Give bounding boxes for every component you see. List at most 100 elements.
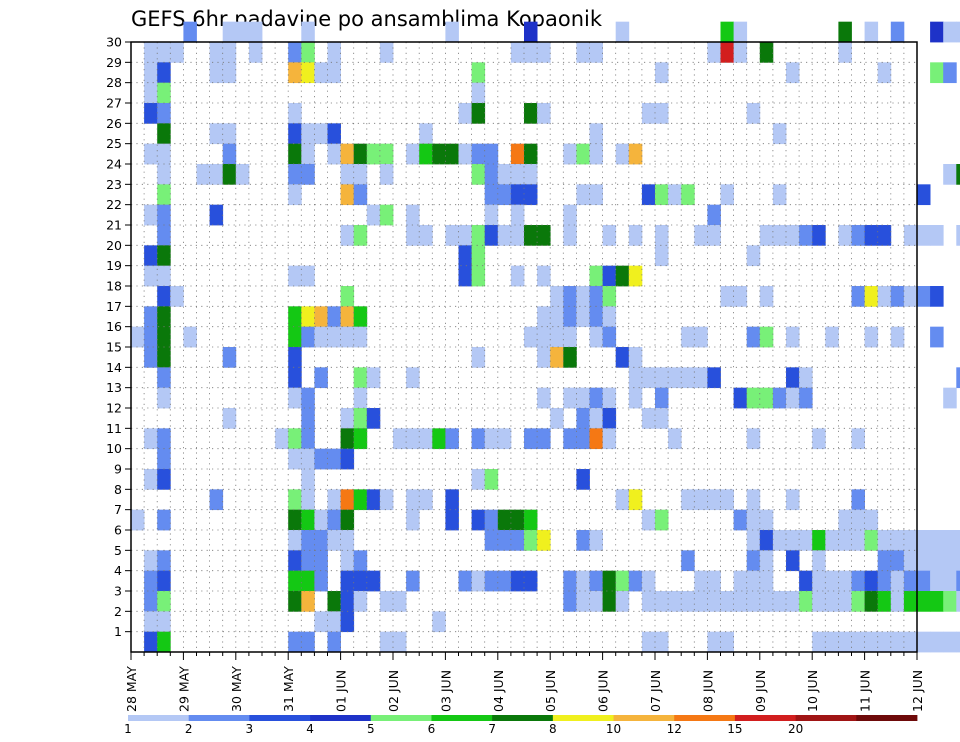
y-tick-label: 10 bbox=[106, 441, 122, 456]
heatmap-cell bbox=[550, 347, 564, 368]
heatmap-cell bbox=[524, 326, 538, 348]
heatmap-cell bbox=[563, 428, 577, 450]
heatmap-cell bbox=[301, 570, 315, 592]
heatmap-cell bbox=[340, 509, 355, 531]
heatmap-cell bbox=[209, 204, 224, 226]
heatmap-cell bbox=[890, 326, 905, 348]
heatmap-cell bbox=[157, 123, 171, 145]
heatmap-cell bbox=[930, 631, 944, 653]
heatmap-cell bbox=[576, 570, 590, 592]
heatmap-cell bbox=[589, 143, 603, 165]
heatmap-cell bbox=[419, 225, 433, 246]
heatmap-cell bbox=[838, 530, 852, 551]
heatmap-cell bbox=[222, 123, 237, 145]
heatmap-cell bbox=[301, 408, 315, 429]
heatmap-cell bbox=[576, 42, 590, 63]
y-tick-label: 25 bbox=[106, 136, 122, 151]
heatmap-cell bbox=[602, 387, 617, 409]
heatmap-cell bbox=[144, 245, 158, 267]
heatmap-cell bbox=[157, 387, 171, 409]
heatmap-cell bbox=[655, 408, 669, 429]
heatmap-cell bbox=[615, 21, 630, 43]
heatmap-cell bbox=[340, 591, 355, 612]
heatmap-cell bbox=[877, 570, 892, 592]
heatmap-cell bbox=[602, 591, 617, 612]
heatmap-cell bbox=[353, 367, 368, 389]
heatmap-cell bbox=[301, 469, 315, 490]
heatmap-cell bbox=[301, 306, 315, 328]
heatmap-cell bbox=[772, 123, 787, 145]
heatmap-cell bbox=[943, 570, 957, 592]
heatmap-cell bbox=[589, 326, 603, 348]
heatmap-cell bbox=[877, 591, 892, 612]
heatmap-cell bbox=[641, 631, 656, 653]
heatmap-cell bbox=[222, 347, 237, 368]
heatmap-cell bbox=[668, 591, 682, 612]
heatmap-cell bbox=[209, 489, 224, 511]
colorbar-label: 10 bbox=[606, 722, 621, 736]
heatmap-cell bbox=[864, 225, 879, 246]
heatmap-cell bbox=[510, 164, 525, 185]
heatmap-cell bbox=[786, 591, 800, 612]
heatmap-cell bbox=[799, 387, 813, 409]
heatmap-cell bbox=[720, 286, 734, 307]
heatmap-cell bbox=[524, 21, 538, 43]
heatmap-cell bbox=[589, 265, 603, 287]
heatmap-cell bbox=[353, 570, 368, 592]
heatmap-cell bbox=[379, 164, 394, 185]
heatmap-cell bbox=[222, 164, 237, 185]
heatmap-cell bbox=[602, 265, 617, 287]
heatmap-cell bbox=[288, 42, 302, 63]
heatmap-cell bbox=[746, 326, 761, 348]
heatmap-cell bbox=[812, 225, 826, 246]
heatmap-cell bbox=[772, 530, 787, 551]
heatmap-cell bbox=[589, 530, 603, 551]
heatmap-cell bbox=[157, 245, 171, 267]
heatmap-cell bbox=[144, 326, 158, 348]
heatmap-cell bbox=[641, 408, 656, 429]
heatmap-cell bbox=[196, 164, 210, 185]
heatmap-cell bbox=[733, 42, 748, 63]
heatmap-cell bbox=[301, 631, 315, 653]
heatmap-cell bbox=[864, 530, 879, 551]
heatmap-cell bbox=[314, 62, 328, 84]
heatmap-cell bbox=[144, 42, 158, 63]
colorbar-label: 2 bbox=[185, 722, 193, 736]
y-tick-label: 16 bbox=[106, 319, 122, 334]
heatmap-cell bbox=[602, 225, 617, 246]
heatmap-cell bbox=[550, 286, 564, 307]
y-tick-label: 26 bbox=[106, 116, 122, 131]
y-tick-label: 18 bbox=[106, 279, 122, 294]
heatmap-cell bbox=[301, 591, 315, 612]
heatmap-cell bbox=[851, 530, 865, 551]
heatmap-cell bbox=[707, 42, 721, 63]
heatmap-cell bbox=[576, 428, 590, 450]
heatmap-cell bbox=[497, 509, 512, 531]
heatmap-cell bbox=[340, 448, 355, 470]
heatmap-cell bbox=[589, 286, 603, 307]
heatmap-cell bbox=[458, 570, 472, 592]
heatmap-cell bbox=[157, 631, 171, 653]
heatmap-cell bbox=[655, 631, 669, 653]
heatmap-cell bbox=[157, 448, 171, 470]
heatmap-cell bbox=[144, 570, 158, 592]
heatmap-cell bbox=[484, 204, 499, 226]
heatmap-cell bbox=[930, 570, 944, 592]
heatmap-cell bbox=[288, 550, 302, 572]
heatmap-cell bbox=[746, 103, 761, 124]
heatmap-cell bbox=[563, 591, 577, 612]
heatmap-cell bbox=[602, 286, 617, 307]
heatmap-cell bbox=[157, 184, 171, 206]
heatmap-cell bbox=[340, 286, 355, 307]
y-tick-label: 29 bbox=[106, 55, 122, 70]
heatmap-cell bbox=[576, 469, 590, 490]
heatmap-cell bbox=[157, 103, 171, 124]
heatmap-cell bbox=[668, 184, 682, 206]
y-tick-label: 17 bbox=[106, 299, 122, 314]
heatmap-cell bbox=[144, 428, 158, 450]
heatmap-cell bbox=[668, 428, 682, 450]
heatmap-cell bbox=[340, 550, 355, 572]
heatmap-cell bbox=[851, 286, 865, 307]
colorbar-swatch bbox=[249, 715, 311, 721]
y-tick-label: 3 bbox=[114, 584, 122, 599]
